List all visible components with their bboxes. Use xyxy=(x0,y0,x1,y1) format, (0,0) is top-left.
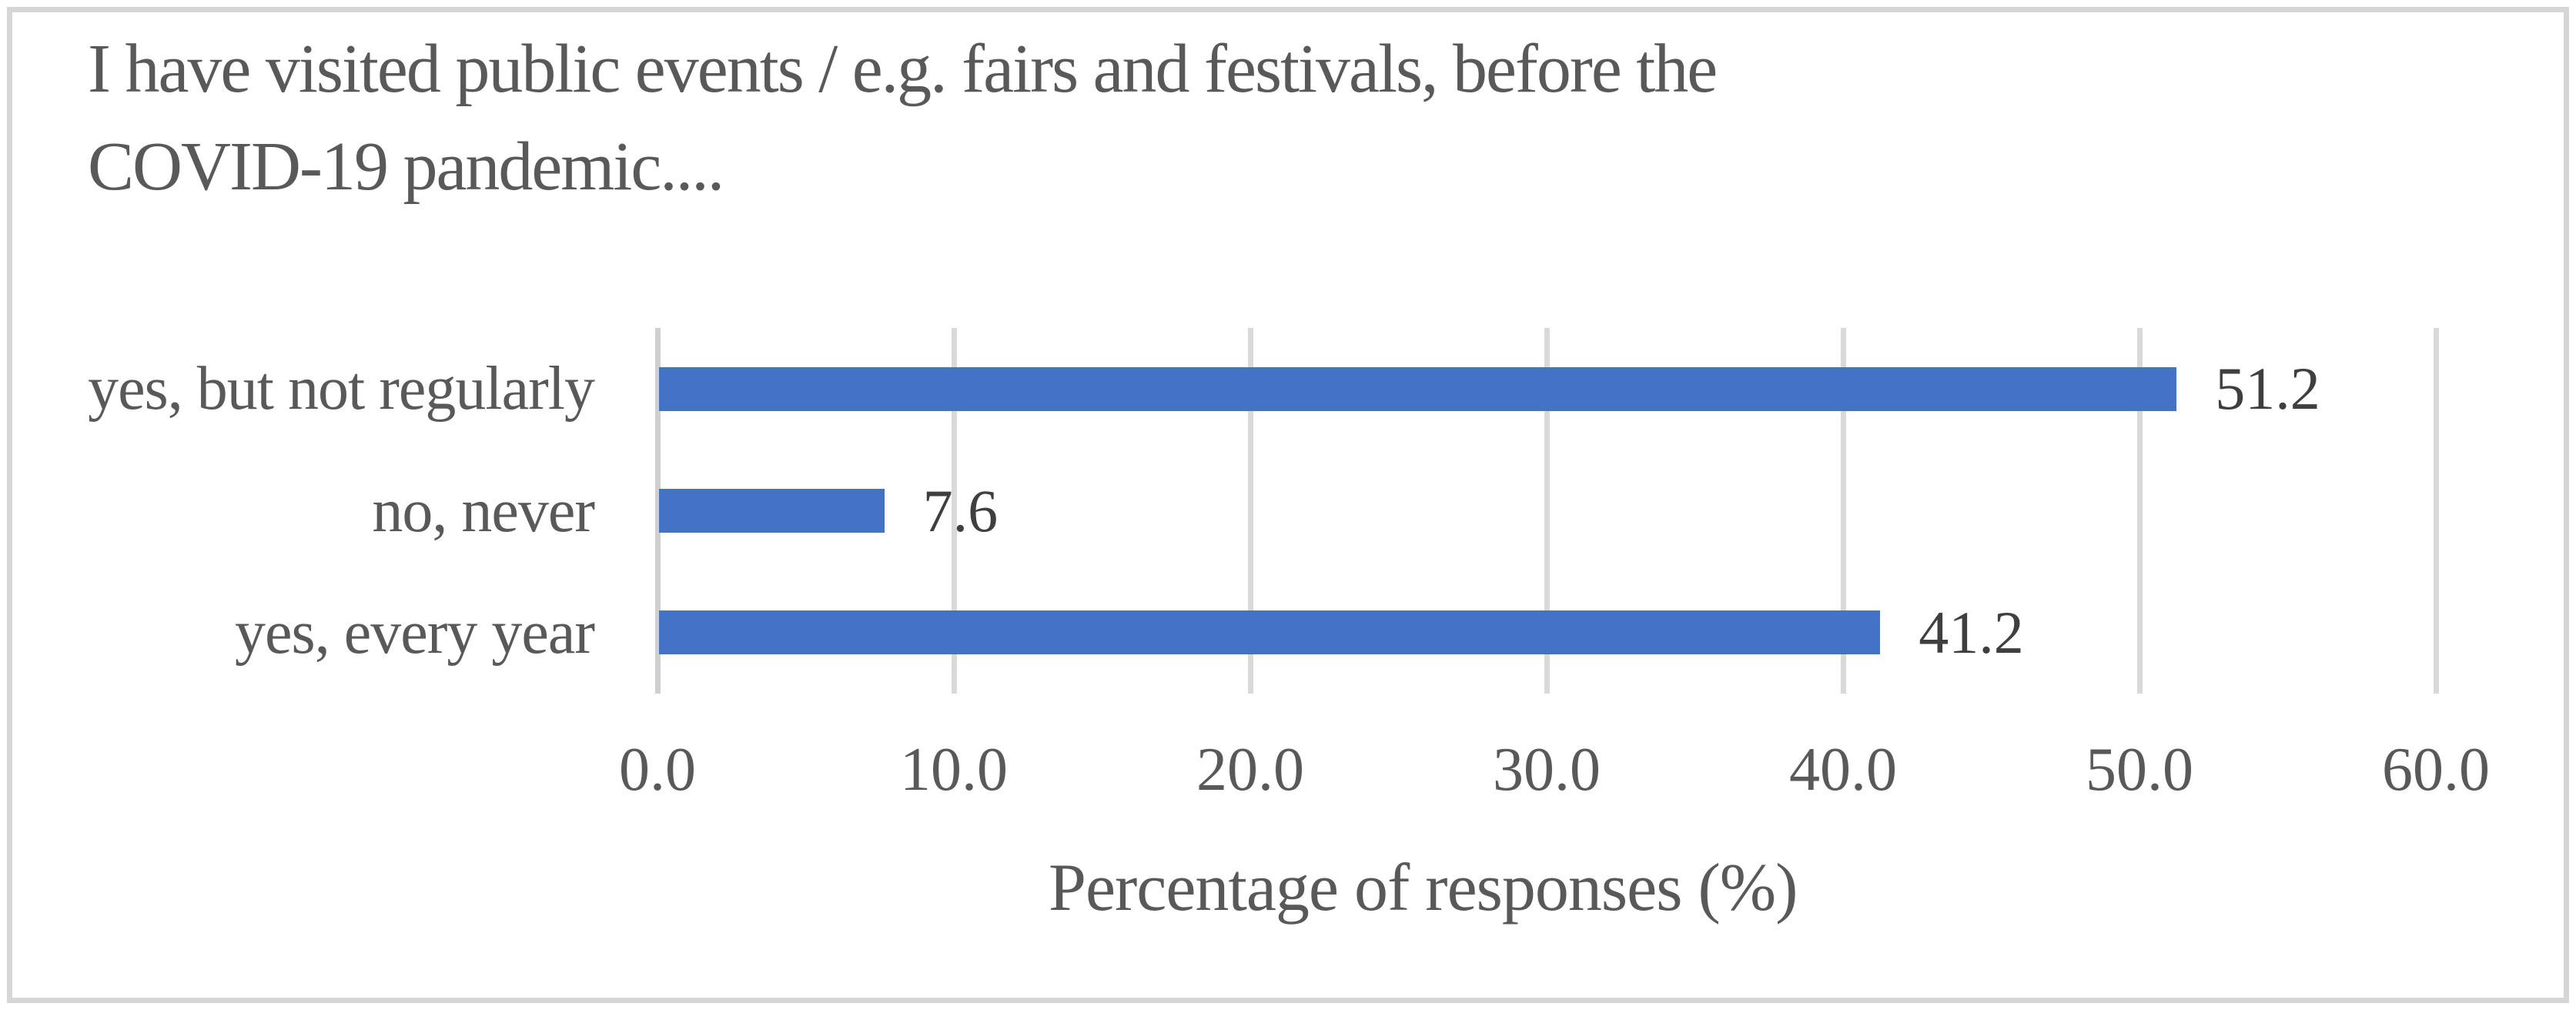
x-tick-label-20.0: 20.0 xyxy=(1196,736,1304,804)
chart-title: I have visited public events / e.g. fair… xyxy=(88,20,1718,216)
gridline-50 xyxy=(2136,328,2143,694)
bar-3 xyxy=(659,610,1881,655)
x-tick-label-60.0: 60.0 xyxy=(2382,736,2490,804)
x-tick-label-40.0: 40.0 xyxy=(1789,736,1897,804)
x-tick-label-30.0: 30.0 xyxy=(1493,736,1601,804)
chart-title-line-2: COVID-19 pandemic.... xyxy=(88,129,724,205)
x-tick-label-10.0: 10.0 xyxy=(900,736,1008,804)
y-axis-line xyxy=(654,328,661,694)
gridline-20 xyxy=(1247,328,1253,694)
chart-title-line-1: I have visited public events / e.g. fair… xyxy=(88,31,1718,107)
category-label-3: yes, every year xyxy=(235,598,595,667)
gridline-60 xyxy=(2433,328,2439,694)
category-label-1: yes, but not regularly xyxy=(88,355,595,423)
bar-2 xyxy=(659,489,885,533)
data-label-2: 7.6 xyxy=(922,477,999,544)
gridline-40 xyxy=(1840,328,1846,694)
data-label-1: 51.2 xyxy=(2215,355,2320,423)
data-label-3: 41.2 xyxy=(1919,598,2024,666)
x-axis-title: Percentage of responses (%) xyxy=(1049,851,1798,925)
gridline-30 xyxy=(1544,328,1550,694)
x-tick-label-0.0: 0.0 xyxy=(619,736,696,804)
gridline-10 xyxy=(951,328,957,694)
category-label-2: no, never xyxy=(372,477,595,545)
bar-1 xyxy=(659,366,2177,411)
x-tick-label-50.0: 50.0 xyxy=(2086,736,2193,804)
